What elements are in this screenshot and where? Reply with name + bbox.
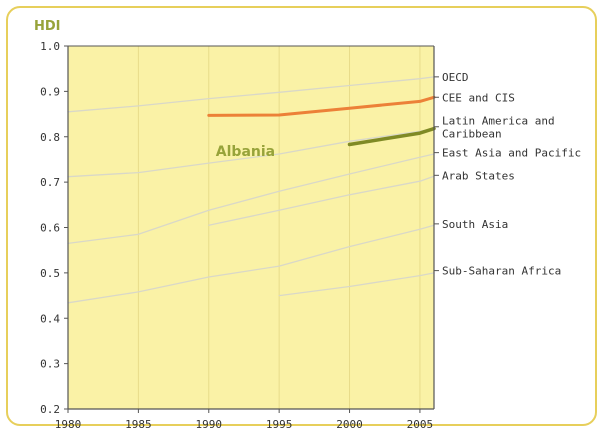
series-labels: OECD CEE and CIS Latin America andCaribbea… (434, 71, 581, 278)
plot-area (68, 46, 434, 409)
series-label-latin-america-2: Caribbean (442, 127, 502, 140)
series-label-arab-states: Arab States (442, 169, 515, 182)
series-label-latin-america-1: Latin America and (442, 114, 555, 127)
series-line-oecd (67, 76, 435, 113)
y-tick-label-0.5: 0.5 (40, 267, 60, 280)
series-label-south-asia: South Asia (442, 218, 508, 231)
y-tick-label-0.6: 0.6 (40, 222, 60, 235)
series-line-sub-saharan-africa (278, 272, 435, 297)
x-tick-label-1990: 1990 (196, 418, 223, 431)
series-label-oecd: OECD (442, 71, 469, 84)
x-tick-label-1980: 1980 (55, 418, 82, 431)
y-axis-label: HDI (34, 19, 61, 34)
x-tick-label-2000: 2000 (336, 418, 363, 431)
y-tick-label-0.4: 0.4 (40, 312, 60, 325)
x-tick-label-1995: 1995 (266, 418, 293, 431)
series-layer (67, 76, 436, 304)
series-label-east-asia: East Asia and Pacific (442, 147, 581, 160)
y-tick-label-0.8: 0.8 (40, 131, 60, 144)
y-tick-label-1.0: 1.0 (40, 40, 60, 53)
series-line-east-asia-and-pacific (67, 153, 435, 245)
y-tick-label-0.7: 0.7 (40, 176, 60, 189)
x-tick-label-1985: 1985 (125, 418, 152, 431)
y-tick-label-0.2: 0.2 (40, 403, 60, 416)
series-line-south-asia (67, 224, 435, 304)
y-tick-label-0.3: 0.3 (40, 358, 60, 371)
series-line-albania (347, 126, 436, 147)
series-line-cee-and-cis (207, 95, 436, 117)
x-tick-label-2005: 2005 (407, 418, 434, 431)
series-label-sub-saharan: Sub-Saharan Africa (442, 265, 561, 278)
y-tick-label-0.9: 0.9 (40, 85, 60, 98)
series-label-cee-cis: CEE and CIS (442, 91, 515, 104)
axes: 0.2 0.3 0.4 0.5 0.6 0.7 0.8 0.9 1.0 1980 1985 1990 1… (40, 40, 435, 431)
series-line-arab-states (208, 175, 435, 226)
albania-annotation: Albania (216, 144, 275, 160)
